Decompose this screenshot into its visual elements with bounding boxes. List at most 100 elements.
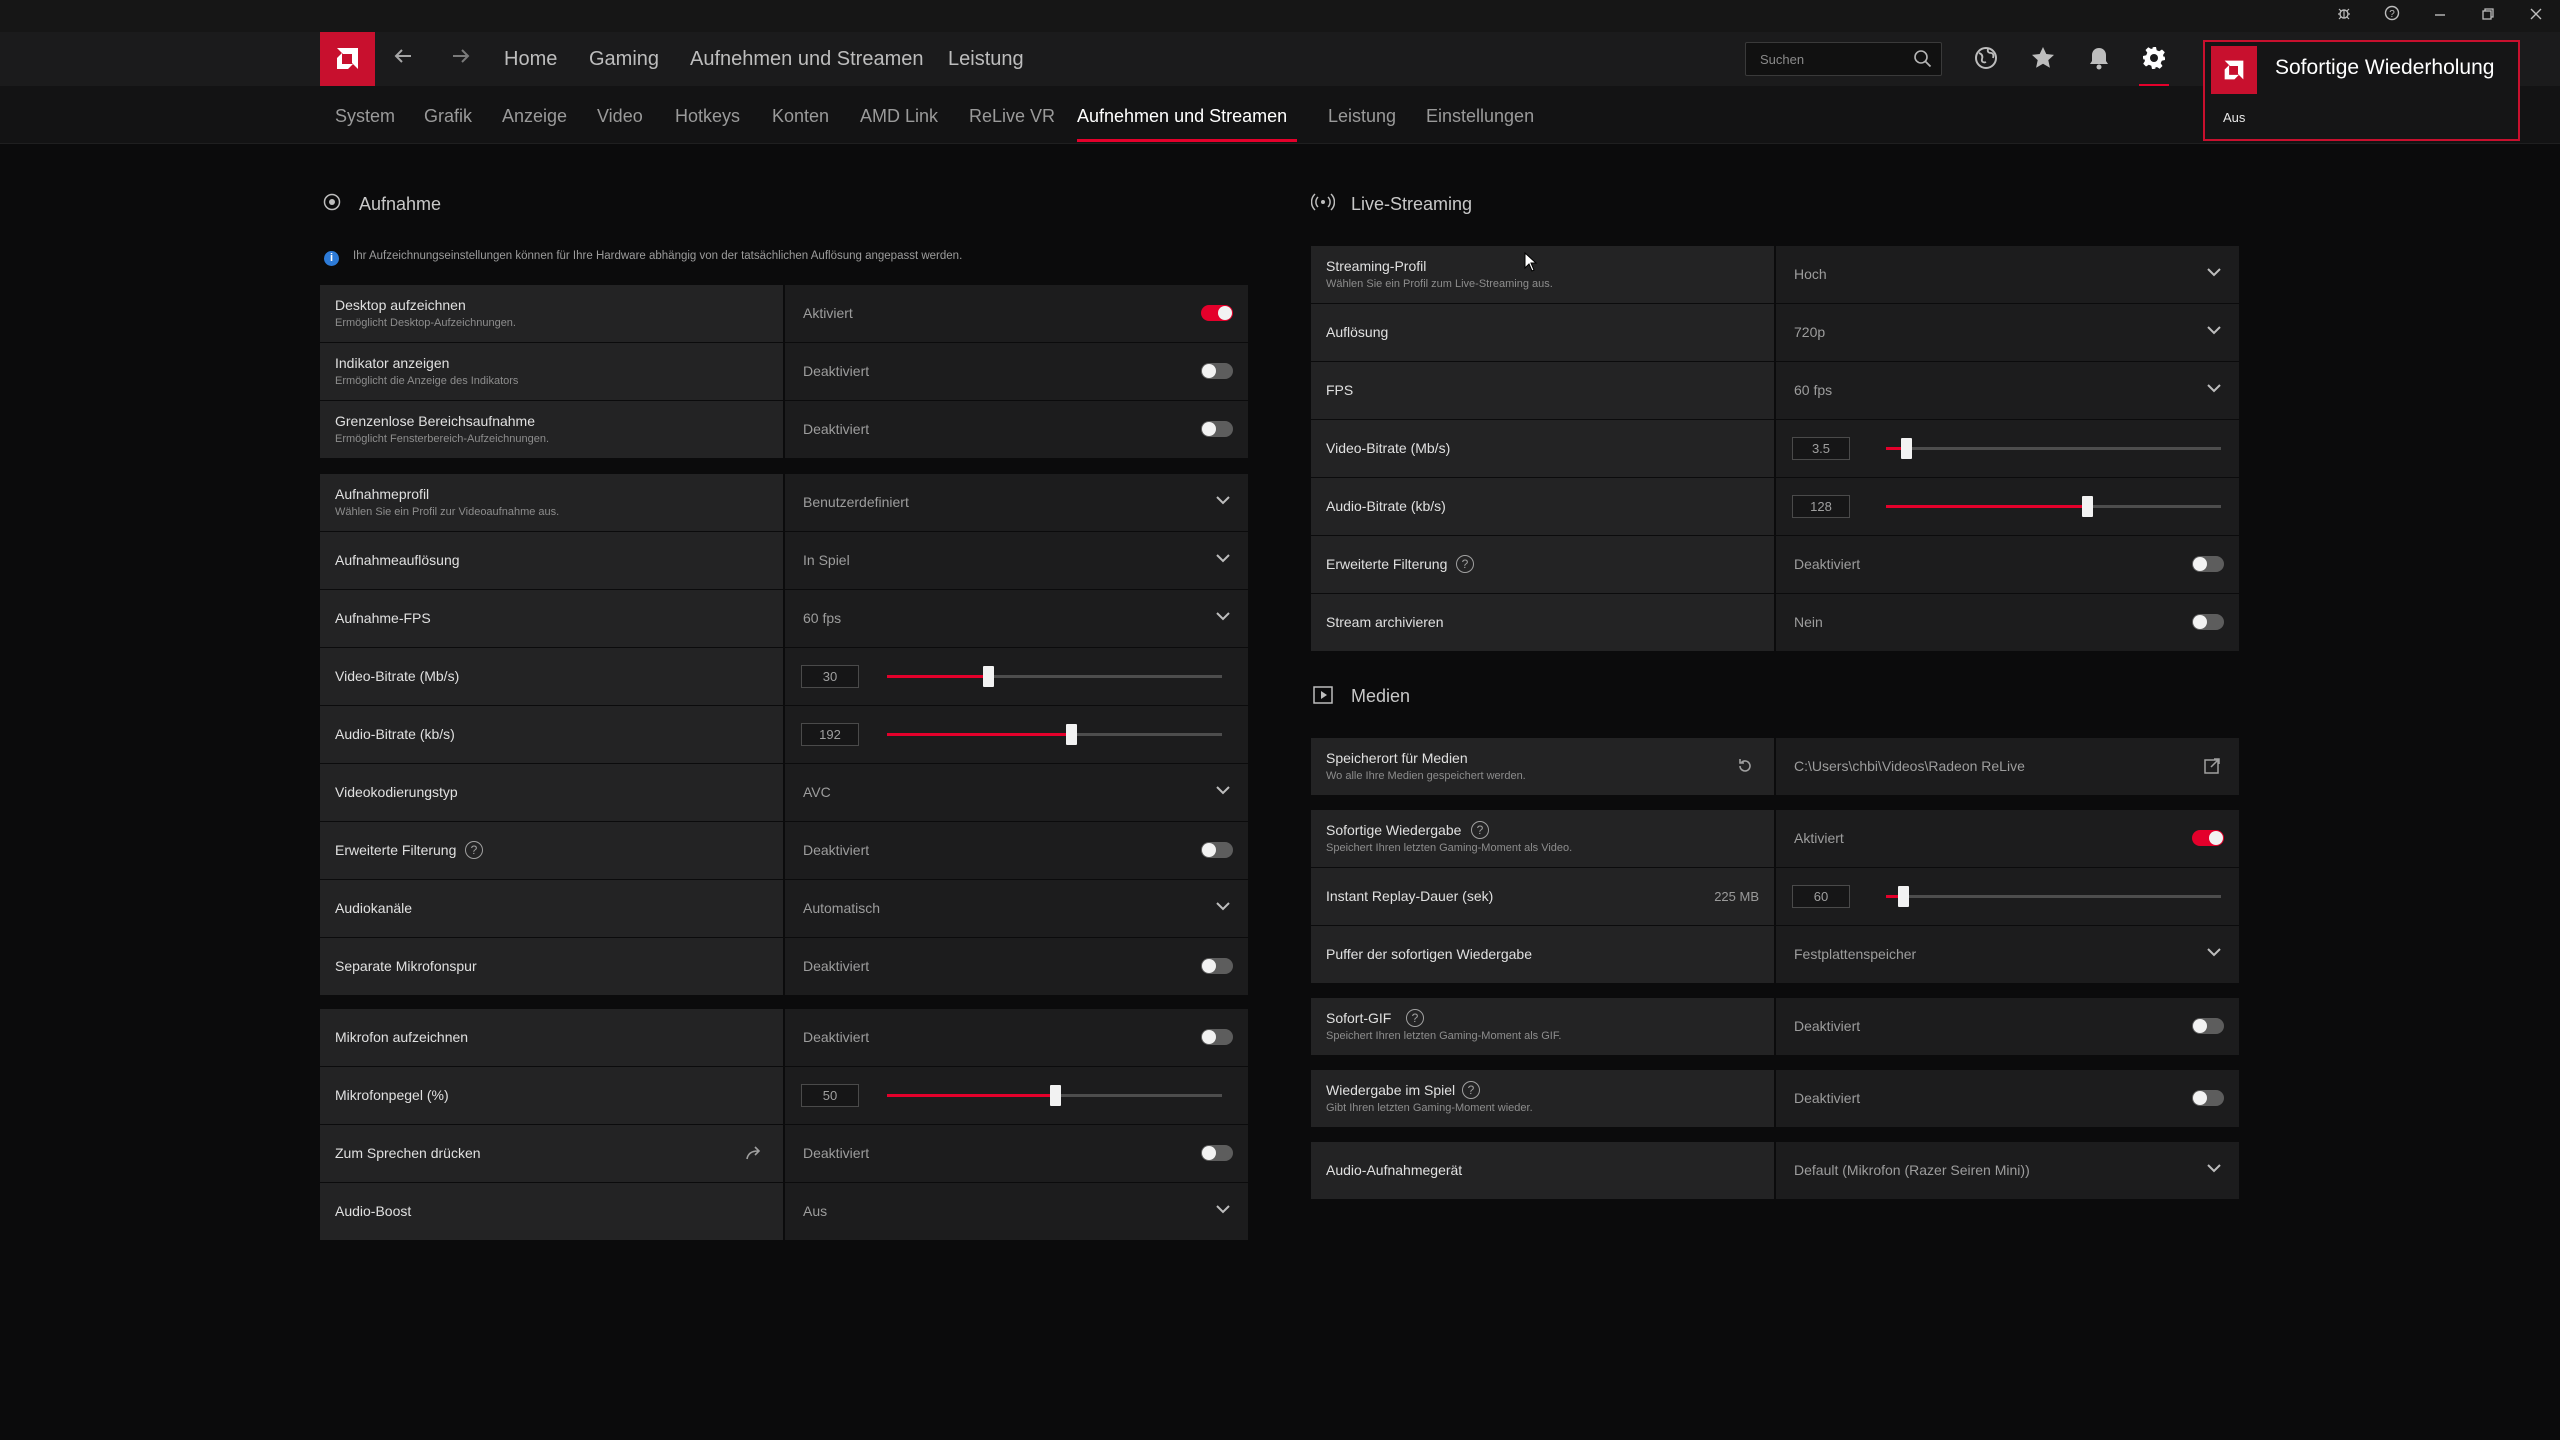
dropdown-value[interactable]: In Spiel bbox=[803, 552, 850, 568]
tab-grafik[interactable]: Grafik bbox=[424, 106, 473, 126]
dropdown-value[interactable]: 60 fps bbox=[803, 610, 842, 626]
video-bitrate-input[interactable]: 30 bbox=[801, 665, 859, 688]
help-icon[interactable]: ? bbox=[1471, 821, 1489, 839]
video-bitrate-slider[interactable] bbox=[887, 666, 1222, 687]
grenzenlose-bereichsaufnahme-toggle[interactable] bbox=[1201, 421, 1233, 437]
setting-stream-erweiterte-filterung[interactable]: Erweiterte Filterung? Deaktiviert bbox=[1311, 536, 2239, 594]
help-icon[interactable]: ? bbox=[1462, 1081, 1480, 1099]
help-icon[interactable]: ? bbox=[1456, 555, 1474, 573]
help-icon[interactable]: ? bbox=[465, 841, 483, 859]
open-folder-icon[interactable] bbox=[2203, 757, 2221, 775]
back-arrow-icon[interactable] bbox=[392, 45, 414, 74]
star-icon[interactable] bbox=[2029, 44, 2059, 74]
setting-sofortige-wiedergabe[interactable]: Sofortige Wiedergabe? Speichert Ihren let… bbox=[1311, 810, 2239, 868]
wiedergabe-im-spiel-toggle[interactable] bbox=[2192, 1090, 2224, 1106]
globe-icon[interactable] bbox=[1972, 44, 2002, 74]
setting-aufnahmeprofil[interactable]: Aufnahmeprofil Wählen Sie ein Profil zur … bbox=[320, 474, 1248, 532]
dropdown-value[interactable]: Default (Mikrofon (Razer Seiren Mini)) bbox=[1794, 1162, 2030, 1178]
setting-aufnahmeaufloesung[interactable]: Aufnahmeauflösung In Spiel bbox=[320, 532, 1248, 590]
setting-wiedergabe-im-spiel[interactable]: Wiedergabe im Spiel? Gibt Ihren letzten G… bbox=[1311, 1070, 2239, 1128]
chevron-down-icon[interactable] bbox=[2207, 1164, 2221, 1173]
chevron-down-icon[interactable] bbox=[1216, 554, 1230, 563]
tab-leistung[interactable]: Leistung bbox=[1328, 106, 1397, 126]
search-box[interactable] bbox=[1745, 42, 1942, 76]
setting-video-bitrate[interactable]: Video-Bitrate (Mb/s) 30 bbox=[320, 648, 1248, 706]
slider-thumb[interactable] bbox=[1897, 886, 1909, 907]
search-input[interactable] bbox=[1758, 49, 1908, 69]
tab-anzeige[interactable]: Anzeige bbox=[502, 106, 568, 126]
tab-system[interactable]: System bbox=[335, 106, 396, 126]
dropdown-value[interactable]: Aus bbox=[803, 1203, 828, 1219]
mikrofonpegel-input[interactable]: 50 bbox=[801, 1084, 859, 1107]
chevron-down-icon[interactable] bbox=[1216, 496, 1230, 505]
setting-instant-replay-dauer[interactable]: Instant Replay-Dauer (sek) 225 MB 60 bbox=[1311, 868, 2239, 926]
slider-thumb[interactable] bbox=[982, 666, 994, 687]
setting-fps[interactable]: FPS 60 fps bbox=[1311, 362, 2239, 420]
dropdown-value[interactable]: 720p bbox=[1794, 324, 1826, 340]
setting-puffer[interactable]: Puffer der sofortigen Wiedergabe Festpla… bbox=[1311, 926, 2239, 984]
stream-erweiterte-filterung-toggle[interactable] bbox=[2192, 556, 2224, 572]
nav-home[interactable]: Home bbox=[504, 48, 558, 70]
restore-icon[interactable] bbox=[2465, 0, 2511, 32]
chevron-down-icon[interactable] bbox=[2207, 948, 2221, 957]
setting-grenzenlose-bereichsaufnahme[interactable]: Grenzenlose Bereichsaufnahme Ermöglicht F… bbox=[320, 401, 1248, 459]
setting-videokodierungstyp[interactable]: Videokodierungstyp AVC bbox=[320, 764, 1248, 822]
dropdown-value[interactable]: Automatisch bbox=[803, 900, 881, 916]
erweiterte-filterung-toggle[interactable] bbox=[1201, 842, 1233, 858]
setting-desktop-aufzeichnen[interactable]: Desktop aufzeichnen Ermöglicht Desktop-Au… bbox=[320, 285, 1248, 343]
setting-sofort-gif[interactable]: Sofort-GIF? Speichert Ihren letzten Gamin… bbox=[1311, 998, 2239, 1056]
setting-audio-bitrate[interactable]: Audio-Bitrate (kb/s) 192 bbox=[320, 706, 1248, 764]
stream-video-bitrate-slider[interactable] bbox=[1886, 438, 2221, 459]
bell-icon[interactable] bbox=[2085, 44, 2115, 74]
bug-icon[interactable] bbox=[2321, 0, 2367, 32]
slider-thumb[interactable] bbox=[1901, 438, 1913, 459]
close-icon[interactable] bbox=[2513, 0, 2559, 32]
tab-amd-link[interactable]: AMD Link bbox=[860, 106, 939, 126]
slider-thumb[interactable] bbox=[2082, 496, 2093, 517]
setting-stream-video-bitrate[interactable]: Video-Bitrate (Mb/s) 3.5 bbox=[1311, 420, 2239, 478]
mikrofon-aufzeichnen-toggle[interactable] bbox=[1201, 1029, 1233, 1045]
setting-indikator-anzeigen[interactable]: Indikator anzeigen Ermöglicht die Anzeige… bbox=[320, 343, 1248, 401]
sofort-gif-toggle[interactable] bbox=[2192, 1018, 2224, 1034]
zum-sprechen-druecken-toggle[interactable] bbox=[1201, 1145, 1233, 1161]
search-icon[interactable] bbox=[1913, 49, 1933, 74]
chevron-down-icon[interactable] bbox=[1216, 902, 1230, 911]
forward-arrow-icon[interactable] bbox=[450, 45, 472, 74]
minimize-icon[interactable] bbox=[2417, 0, 2463, 32]
dropdown-value[interactable]: Festplattenspeicher bbox=[1794, 946, 1917, 962]
indikator-anzeigen-toggle[interactable] bbox=[1201, 363, 1233, 379]
setting-audiokanaele[interactable]: Audiokanäle Automatisch bbox=[320, 880, 1248, 938]
setting-speicherort[interactable]: Speicherort für Medien Wo alle Ihre Medie… bbox=[1311, 738, 2239, 796]
tab-hotkeys[interactable]: Hotkeys bbox=[675, 106, 741, 126]
reset-icon[interactable] bbox=[1736, 757, 1754, 775]
chevron-down-icon[interactable] bbox=[1216, 1205, 1230, 1214]
stream-audio-bitrate-slider[interactable] bbox=[1886, 496, 2221, 517]
setting-erweiterte-filterung[interactable]: Erweiterte Filterung? Deaktiviert bbox=[320, 822, 1248, 880]
stream-video-bitrate-input[interactable]: 3.5 bbox=[1792, 437, 1850, 460]
desktop-aufzeichnen-toggle[interactable] bbox=[1201, 305, 1233, 321]
setting-stream-archivieren[interactable]: Stream archivieren Nein bbox=[1311, 594, 2239, 652]
instant-replay-popup[interactable]: Sofortige Wiederholung Aus bbox=[2203, 40, 2520, 141]
gear-icon[interactable] bbox=[2140, 44, 2170, 74]
setting-aufnahme-fps[interactable]: Aufnahme-FPS 60 fps bbox=[320, 590, 1248, 648]
nav-leistung[interactable]: Leistung bbox=[948, 48, 1024, 70]
sofortige-wiedergabe-toggle[interactable] bbox=[2192, 830, 2224, 846]
setting-aufloesung[interactable]: Auflösung 720p bbox=[1311, 304, 2239, 362]
dropdown-value[interactable]: Hoch bbox=[1794, 266, 1827, 282]
setting-audio-aufnahmegeraet[interactable]: Audio-Aufnahmegerät Default (Mikrofon (R… bbox=[1311, 1142, 2239, 1200]
setting-zum-sprechen-druecken[interactable]: Zum Sprechen drücken Deaktiviert bbox=[320, 1125, 1248, 1183]
instant-replay-dauer-input[interactable]: 60 bbox=[1792, 885, 1850, 908]
tab-einstellungen[interactable]: Einstellungen bbox=[1426, 106, 1535, 126]
audio-bitrate-input[interactable]: 192 bbox=[801, 723, 859, 746]
setting-audio-boost[interactable]: Audio-Boost Aus bbox=[320, 1183, 1248, 1241]
stream-archivieren-toggle[interactable] bbox=[2192, 614, 2224, 630]
dropdown-value[interactable]: 60 fps bbox=[1794, 382, 1833, 398]
setting-mikrofonpegel[interactable]: Mikrofonpegel (%) 50 bbox=[320, 1067, 1248, 1125]
nav-aufnehmen-und-streamen[interactable]: Aufnehmen und Streamen bbox=[690, 48, 924, 70]
setting-mikrofon-aufzeichnen[interactable]: Mikrofon aufzeichnen Deaktiviert bbox=[320, 1009, 1248, 1067]
help-icon[interactable]: ? bbox=[1406, 1009, 1424, 1027]
setting-separate-mikrofonspur[interactable]: Separate Mikrofonspur Deaktiviert bbox=[320, 938, 1248, 996]
slider-thumb[interactable] bbox=[1066, 724, 1078, 745]
chevron-down-icon[interactable] bbox=[1216, 612, 1230, 621]
mikrofonpegel-slider[interactable] bbox=[887, 1085, 1222, 1106]
